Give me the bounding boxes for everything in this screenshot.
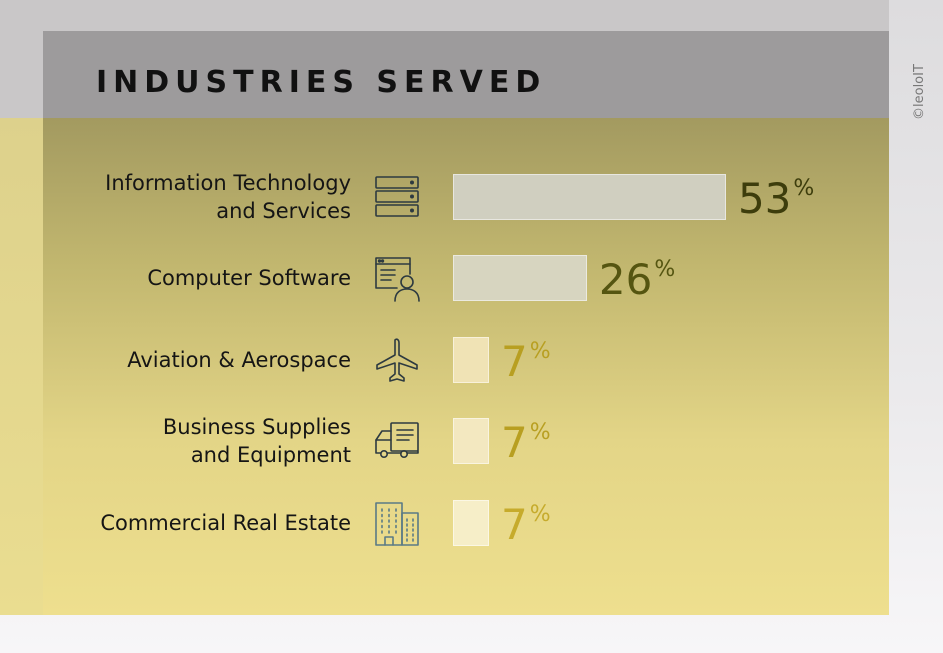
bar xyxy=(453,500,490,546)
bar xyxy=(453,174,726,220)
airplane-icon xyxy=(373,336,421,384)
percent-sign: % xyxy=(654,257,676,282)
value-number: 7 xyxy=(501,337,528,386)
category-label: Aviation & Aerospace xyxy=(127,348,351,372)
bar-row: Commercial Real Estate 7% xyxy=(43,493,889,553)
value-label: 7% xyxy=(501,330,551,390)
percent-sign: % xyxy=(529,339,551,364)
server-icon xyxy=(373,173,421,221)
bar-row: Computer Software 26% xyxy=(43,248,889,308)
bar-row: Aviation & Aerospace 7% xyxy=(43,330,889,390)
copyright-text: ©leoloIT xyxy=(912,64,927,120)
category-label: Commercial Real Estate xyxy=(100,511,351,535)
copyright-notice: ©leoloIT xyxy=(908,52,928,122)
chart-panel: Information Technology and Services 53% Co… xyxy=(43,118,889,615)
bar-row: Business Supplies and Equipment 7% xyxy=(43,411,889,471)
category-label: Computer Software xyxy=(147,266,351,290)
background-left-band xyxy=(0,118,43,615)
software-user-icon xyxy=(373,254,421,302)
chart-title: INDUSTRIES SERVED xyxy=(96,65,547,100)
percent-sign: % xyxy=(793,176,815,201)
delivery-truck-icon xyxy=(373,417,421,465)
value-number: 7 xyxy=(501,418,528,467)
value-number: 26 xyxy=(598,255,653,304)
bar xyxy=(453,337,490,383)
value-number: 7 xyxy=(501,500,528,549)
category-label: Business Supplies and Equipment xyxy=(162,415,351,467)
bar xyxy=(453,255,587,301)
category-label: Information Technology and Services xyxy=(105,171,351,223)
office-building-icon xyxy=(373,499,421,547)
percent-sign: % xyxy=(529,502,551,527)
value-number: 53 xyxy=(737,174,792,223)
value-label: 26% xyxy=(599,248,675,308)
chart-header: INDUSTRIES SERVED xyxy=(43,31,889,118)
value-label: 7% xyxy=(501,493,551,553)
value-label: 53% xyxy=(738,167,814,227)
bar xyxy=(453,418,490,464)
bar-row: Information Technology and Services 53% xyxy=(43,167,889,227)
percent-sign: % xyxy=(529,420,551,445)
value-label: 7% xyxy=(501,411,551,471)
